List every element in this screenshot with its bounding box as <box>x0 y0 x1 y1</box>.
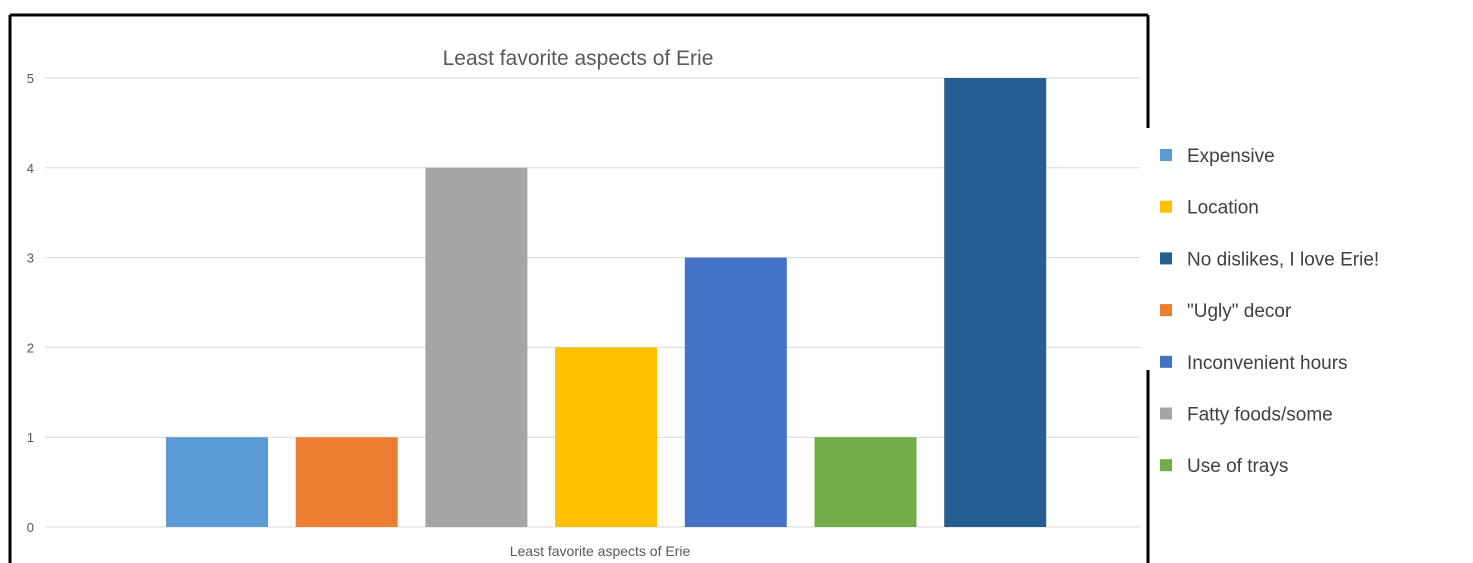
legend-swatch <box>1160 200 1172 213</box>
y-tick-label: 3 <box>27 251 34 266</box>
y-tick-label: 1 <box>27 430 34 445</box>
chart-title: Least favorite aspects of Erie <box>443 47 714 70</box>
y-tick-label: 4 <box>27 161 34 176</box>
y-tick-label: 5 <box>27 71 34 86</box>
bar <box>684 257 787 527</box>
bars <box>166 78 1047 528</box>
bar <box>555 347 658 527</box>
y-axis-ticks: 0 1 2 3 4 5 <box>27 71 34 535</box>
bar <box>425 167 528 528</box>
bar <box>166 437 268 527</box>
legend-swatch <box>1160 149 1172 161</box>
legend-swatch <box>1160 407 1172 420</box>
legend-label: No dislikes, I love Erie! <box>1187 249 1379 270</box>
legend-label: Fatty foods/some <box>1187 405 1333 426</box>
legend-label: Inconvenient hours <box>1187 353 1348 374</box>
legend-swatch <box>1160 304 1172 317</box>
y-tick-label: 2 <box>27 340 34 355</box>
legend-swatch <box>1160 355 1172 368</box>
legend-swatch <box>1160 459 1172 472</box>
legend-label: Location <box>1187 198 1259 219</box>
legend-swatch <box>1160 252 1172 265</box>
legend-label: "Ugly" decor <box>1187 301 1292 322</box>
y-tick-label: 0 <box>27 520 34 535</box>
x-axis-title: Least favorite aspects of Erie <box>510 543 691 559</box>
bar <box>944 78 1047 527</box>
bar <box>295 437 398 527</box>
bar <box>814 437 917 527</box>
legend-label: Expensive <box>1187 146 1275 167</box>
legend: Expensive Location No dislikes, I love Eri… <box>1160 146 1379 477</box>
legend-label: Use of trays <box>1187 456 1288 477</box>
